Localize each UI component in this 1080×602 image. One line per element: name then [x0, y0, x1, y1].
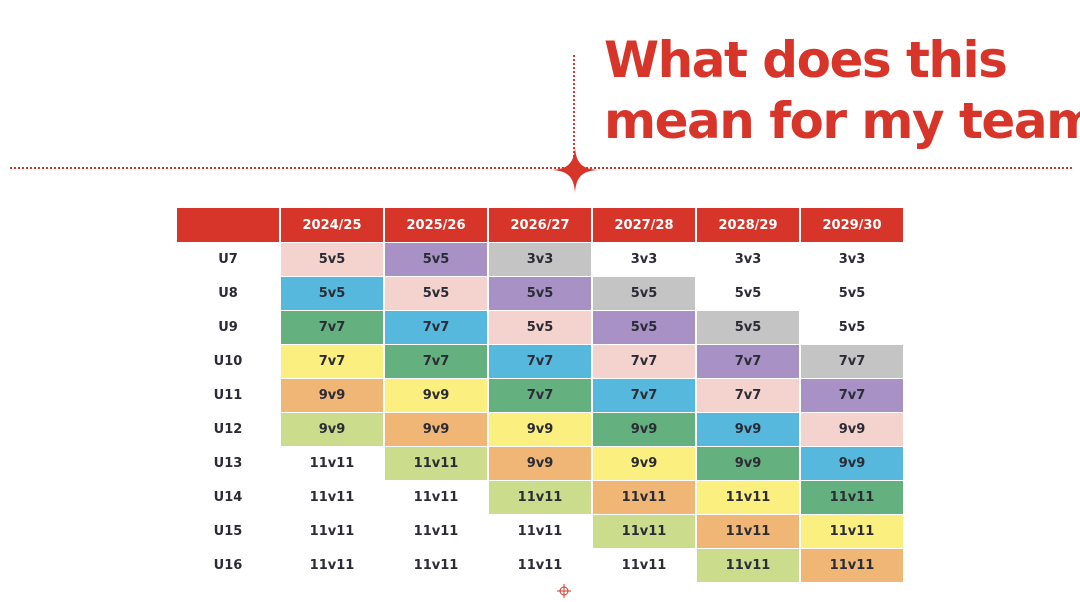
age-group-label: U16 [213, 558, 243, 573]
table-row: U12 9v9 9v9 9v9 9v9 9v9 9v9 [177, 413, 903, 446]
format-cell: 11v11 [801, 481, 903, 514]
format-cell: 9v9 [593, 447, 695, 480]
page-title: What does this mean for my team? [604, 30, 1080, 152]
format-cell: 11v11 [593, 515, 695, 548]
format-cell: 11v11 [489, 515, 591, 548]
table-row: U7 5v5 5v5 3v3 3v3 3v3 3v3 [177, 243, 903, 276]
format-cell: 11v11 [281, 481, 383, 514]
table-row: U10 7v7 7v7 7v7 7v7 7v7 7v7 [177, 345, 903, 378]
table-row: U15 11v11 11v11 11v11 11v11 11v11 11v11 [177, 515, 903, 548]
format-cell: 11v11 [697, 481, 799, 514]
format-cell: 11v11 [489, 481, 591, 514]
format-cell: 11v11 [593, 481, 695, 514]
format-cell: 3v3 [489, 243, 591, 276]
format-cell: 5v5 [801, 311, 903, 344]
format-cell: 7v7 [697, 345, 799, 378]
age-group-label: U7 [218, 252, 238, 267]
table-row: U16 11v11 11v11 11v11 11v11 11v11 11v11 [177, 549, 903, 582]
age-group-label: U12 [213, 422, 243, 437]
table-row: U14 11v11 11v11 11v11 11v11 11v11 11v11 [177, 481, 903, 514]
age-group-label: U13 [213, 456, 243, 471]
title-line-2: mean for my team? [604, 92, 1080, 150]
season-header: 2028/29 [697, 208, 799, 242]
format-cell: 11v11 [489, 549, 591, 582]
table-row: U13 11v11 11v11 9v9 9v9 9v9 9v9 [177, 447, 903, 480]
format-cell: 9v9 [801, 447, 903, 480]
season-header: 2029/30 [801, 208, 903, 242]
format-cell: 11v11 [281, 549, 383, 582]
season-header: 2027/28 [593, 208, 695, 242]
format-cell: 11v11 [385, 549, 487, 582]
format-cell: 7v7 [489, 345, 591, 378]
format-cell: 5v5 [697, 277, 799, 310]
format-cell: 5v5 [489, 277, 591, 310]
format-cell: 5v5 [281, 243, 383, 276]
format-cell: 7v7 [385, 311, 487, 344]
title-line-1: What does this [604, 31, 1008, 89]
horizontal-dotted-divider [10, 167, 1072, 169]
format-cell: 11v11 [801, 549, 903, 582]
format-cell: 11v11 [801, 515, 903, 548]
sparkle-star-icon [552, 147, 598, 193]
format-cell: 9v9 [281, 379, 383, 412]
format-cell: 11v11 [697, 515, 799, 548]
format-cell: 9v9 [281, 413, 383, 446]
format-cell: 7v7 [697, 379, 799, 412]
format-cell: 9v9 [593, 413, 695, 446]
season-header: 2026/27 [489, 208, 591, 242]
format-cell: 3v3 [593, 243, 695, 276]
format-cell: 11v11 [593, 549, 695, 582]
table-row: U8 5v5 5v5 5v5 5v5 5v5 5v5 [177, 277, 903, 310]
format-cell: 9v9 [385, 379, 487, 412]
format-cell: 5v5 [385, 277, 487, 310]
header-corner-cell [177, 208, 279, 242]
format-cell: 11v11 [385, 447, 487, 480]
format-cell: 3v3 [697, 243, 799, 276]
age-group-label: U10 [213, 354, 243, 369]
format-cell: 7v7 [281, 345, 383, 378]
format-cell: 11v11 [697, 549, 799, 582]
format-cell: 7v7 [385, 345, 487, 378]
season-header: 2024/25 [281, 208, 383, 242]
format-cell: 7v7 [593, 345, 695, 378]
table-row: U11 9v9 9v9 7v7 7v7 7v7 7v7 [177, 379, 903, 412]
age-group-label: U15 [213, 524, 243, 539]
format-cell: 5v5 [281, 277, 383, 310]
format-cell: 5v5 [489, 311, 591, 344]
age-group-label: U14 [213, 490, 243, 505]
table-row: U9 7v7 7v7 5v5 5v5 5v5 5v5 [177, 311, 903, 344]
format-cell: 5v5 [385, 243, 487, 276]
format-cell: 5v5 [593, 277, 695, 310]
season-header: 2025/26 [385, 208, 487, 242]
format-cell: 9v9 [801, 413, 903, 446]
format-cell: 7v7 [593, 379, 695, 412]
format-cell: 9v9 [697, 447, 799, 480]
format-cell: 7v7 [801, 345, 903, 378]
crosshair-icon [557, 584, 571, 598]
format-cell: 9v9 [489, 447, 591, 480]
vertical-dotted-divider [573, 55, 575, 161]
format-cell: 11v11 [385, 481, 487, 514]
format-cell: 5v5 [593, 311, 695, 344]
age-group-label: U9 [218, 320, 238, 335]
format-cell: 3v3 [801, 243, 903, 276]
format-cell: 5v5 [801, 277, 903, 310]
format-schedule-table: 2024/25 2025/26 2026/27 2027/28 2028/29 … [175, 207, 905, 583]
format-cell: 9v9 [385, 413, 487, 446]
format-cell: 7v7 [281, 311, 383, 344]
format-cell: 9v9 [697, 413, 799, 446]
format-cell: 9v9 [489, 413, 591, 446]
table-header-row: 2024/25 2025/26 2026/27 2027/28 2028/29 … [177, 208, 903, 242]
age-group-label: U11 [213, 388, 243, 403]
format-cell: 11v11 [385, 515, 487, 548]
format-cell: 7v7 [801, 379, 903, 412]
format-cell: 11v11 [281, 515, 383, 548]
format-cell: 5v5 [697, 311, 799, 344]
format-cell: 7v7 [489, 379, 591, 412]
format-cell: 11v11 [281, 447, 383, 480]
age-group-label: U8 [218, 286, 238, 301]
